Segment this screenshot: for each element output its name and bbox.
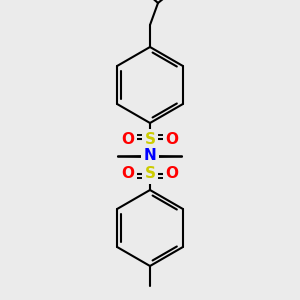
- Text: O: O: [122, 167, 134, 182]
- Text: N: N: [144, 149, 156, 164]
- Text: S: S: [145, 131, 155, 146]
- Text: N: N: [144, 148, 156, 164]
- Text: O: O: [166, 131, 178, 146]
- Text: O: O: [122, 131, 134, 146]
- Text: O: O: [166, 167, 178, 182]
- Text: S: S: [145, 167, 155, 182]
